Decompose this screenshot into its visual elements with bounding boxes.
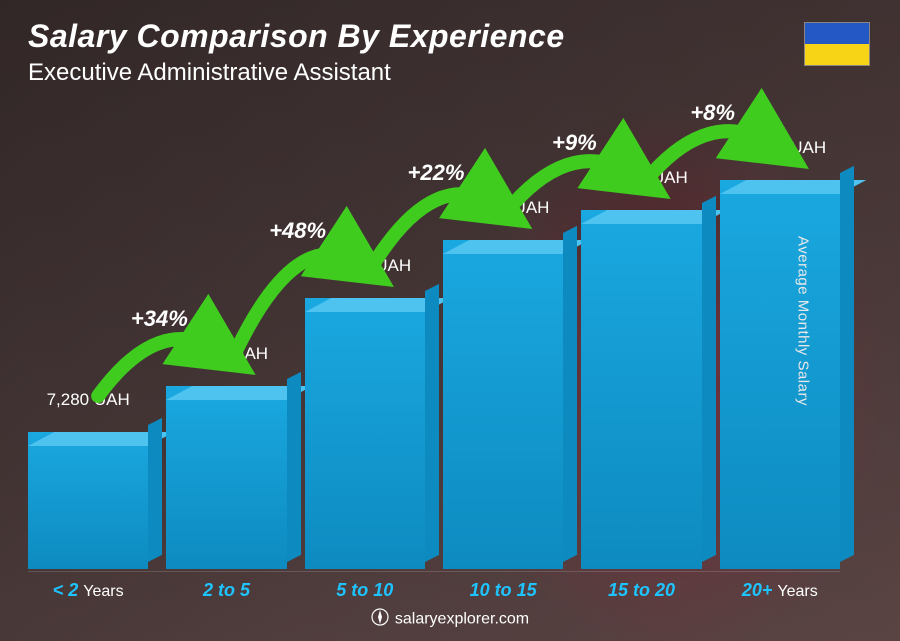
bar-side-face (840, 166, 854, 562)
flag-top-stripe (805, 23, 869, 44)
bar-value-label: 17,500 UAH (419, 198, 587, 218)
bar-value-label: 19,100 UAH (557, 168, 725, 188)
bar-slot: 17,500 UAH (443, 120, 563, 569)
flag-bottom-stripe (805, 44, 869, 65)
bar-front-face (166, 386, 286, 569)
bar-side-face (148, 418, 162, 562)
footer-site: salaryexplorer.com (395, 611, 529, 628)
footer: salaryexplorer.com (0, 608, 900, 631)
chart-subtitle: Executive Administrative Assistant (28, 59, 872, 87)
bar (305, 298, 425, 569)
bar (443, 240, 563, 569)
bar (720, 180, 840, 569)
bar (581, 210, 701, 569)
x-axis-label: 10 to 15 (443, 580, 563, 601)
bar-value-label: 14,400 UAH (281, 256, 449, 276)
x-axis-label: 2 to 5 (166, 580, 286, 601)
bar-slot: 19,100 UAH (581, 120, 701, 569)
bar (28, 432, 148, 569)
bar-side-face (425, 284, 439, 562)
bar-front-face (581, 210, 701, 569)
bar-front-face (443, 240, 563, 569)
x-axis-label: 15 to 20 (581, 580, 701, 601)
bar-slot: 9,720 UAH (166, 120, 286, 569)
bar-side-face (287, 372, 301, 562)
bar-chart: 7,280 UAH9,720 UAH14,400 UAH17,500 UAH19… (28, 120, 840, 569)
bar-side-face (702, 196, 716, 562)
x-axis-label: < 2 Years (28, 580, 148, 601)
bar (166, 386, 286, 569)
y-axis-label: Average Monthly Salary (795, 236, 812, 406)
ukraine-flag-icon (804, 22, 870, 66)
x-axis-label: 5 to 10 (305, 580, 425, 601)
bar-slot: 7,280 UAH (28, 120, 148, 569)
bar-slot: 14,400 UAH (305, 120, 425, 569)
bar-value-label: 9,720 UAH (142, 344, 310, 364)
header: Salary Comparison By Experience Executiv… (28, 18, 872, 87)
bar-value-label: 7,280 UAH (4, 390, 172, 410)
bar-value-label: 20,700 UAH (696, 138, 864, 158)
x-axis-label: 20+ Years (720, 580, 840, 601)
bar-side-face (563, 226, 577, 562)
bar-front-face (305, 298, 425, 569)
bar-front-face (720, 180, 840, 569)
x-axis: < 2 Years 2 to 5 5 to 10 10 to 15 15 to 20 20… (28, 571, 840, 601)
chart-title: Salary Comparison By Experience (28, 18, 872, 55)
compass-logo-icon (371, 608, 389, 631)
bar-front-face (28, 432, 148, 569)
bar-slot: 20,700 UAH (720, 120, 840, 569)
